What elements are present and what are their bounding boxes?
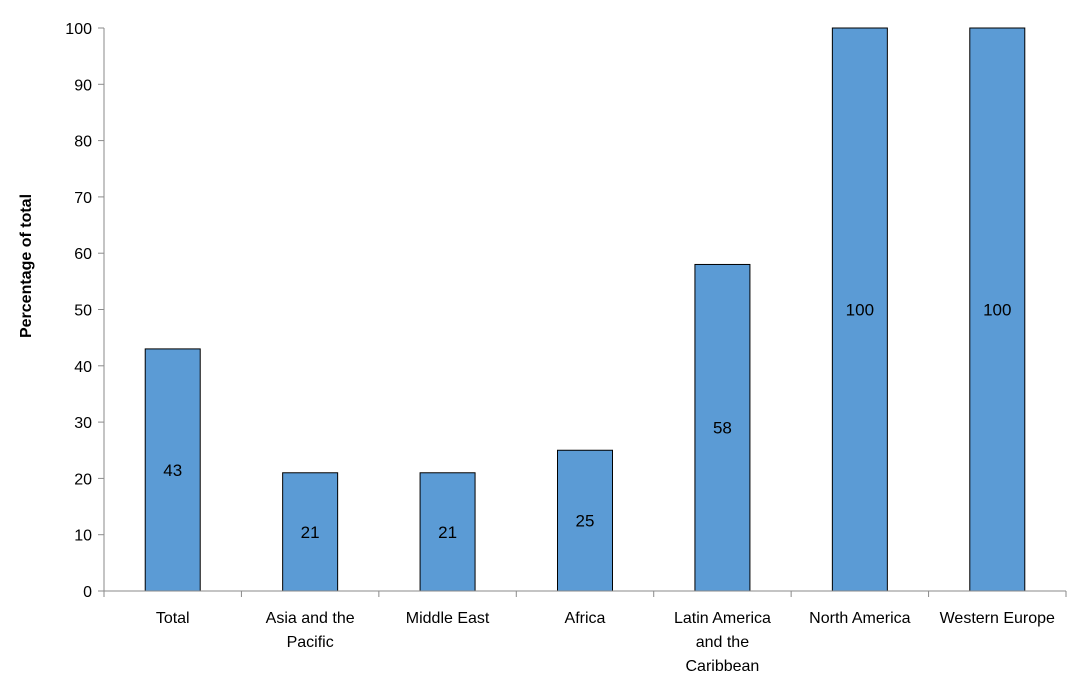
bar: [282, 472, 339, 592]
bar: [969, 27, 1026, 592]
data-label: 43: [163, 461, 182, 480]
category-label: Asia and the Pacific: [266, 610, 355, 651]
y-tick-label: 0: [83, 584, 92, 601]
y-tick-label: 60: [74, 246, 92, 263]
category-label: Total: [156, 610, 190, 627]
data-label: 21: [438, 523, 457, 542]
data-labels: 43 21 21 25 58 100 100: [163, 301, 1011, 542]
data-label: 21: [301, 523, 320, 542]
bars: [144, 27, 1026, 592]
category-label: North America: [809, 610, 910, 627]
axes: [103, 28, 1066, 592]
bar: [557, 449, 613, 592]
y-axis-title-group: Percentage of total: [18, 194, 35, 338]
data-label: 100: [846, 301, 874, 320]
y-tick-label: 100: [65, 21, 92, 38]
data-label: 100: [983, 301, 1011, 320]
bar: [144, 348, 201, 592]
y-tick-label: 30: [74, 415, 92, 432]
bar: [694, 263, 751, 592]
category-label: Latin America and the Caribbean: [674, 610, 771, 675]
y-axis-title: Percentage of total: [18, 194, 35, 338]
category-label: Middle East: [406, 610, 490, 627]
y-tick-label: 50: [74, 303, 92, 320]
bar: [419, 472, 476, 592]
y-tick-label: 40: [74, 359, 92, 376]
y-tick-label: 70: [74, 190, 92, 207]
category-label: Africa: [565, 610, 606, 627]
y-tick-label: 20: [74, 471, 92, 488]
y-tick-label: 90: [74, 77, 92, 94]
y-tick-label: 80: [74, 134, 92, 151]
data-label: 25: [576, 512, 595, 531]
bar: [831, 27, 888, 592]
data-label: 58: [713, 419, 732, 438]
y-axis-ticks: 0 10 20 30 40 50 60 70 80 90 100: [65, 21, 1067, 601]
category-labels: Total Asia and the Pacific Middle East Afric…: [156, 610, 1055, 675]
y-tick-label: 10: [74, 528, 92, 545]
category-label: Western Europe: [940, 610, 1055, 627]
